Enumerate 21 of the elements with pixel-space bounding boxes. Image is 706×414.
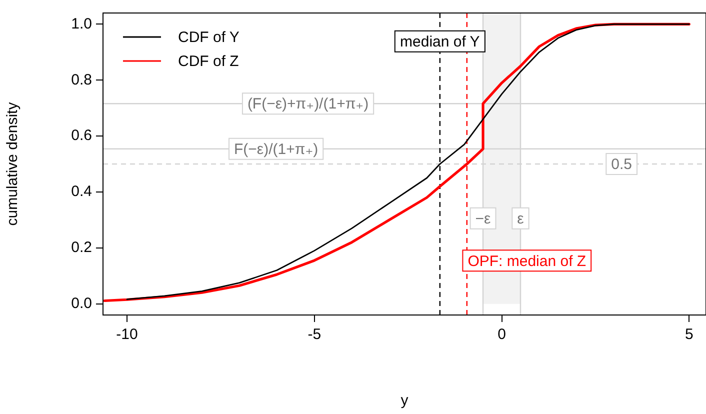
legend-label: CDF of Y <box>178 29 240 46</box>
ref-line-label: F(−ε)/(1+π₊) <box>234 141 318 158</box>
y-tick-label: 1.0 <box>71 15 92 32</box>
y-axis-title: cumulative density <box>4 102 22 226</box>
y-tick-label: 0.6 <box>71 127 92 144</box>
y-tick-label: 0.2 <box>71 239 92 256</box>
x-axis-title: y <box>400 392 409 410</box>
ref-line-label: −ε <box>475 210 492 228</box>
x-tick-label: 0 <box>498 326 506 344</box>
legend-label: CDF of Z <box>178 53 239 70</box>
y-tick-label: 0.0 <box>71 294 92 312</box>
ref-line-label: median of Y <box>400 34 480 51</box>
x-tick-label: -5 <box>308 326 322 344</box>
ref-line-label: ε <box>517 210 524 228</box>
x-tick-label: 5 <box>684 326 694 344</box>
ref-line-label: (F(−ε)+π₊)/(1+π₊) <box>247 96 369 113</box>
ref-line-label: OPF: median of Z <box>468 252 586 270</box>
y-tick-label: 0.4 <box>71 183 92 200</box>
y-tick-label: 0.8 <box>71 71 92 88</box>
ref-line-label: 0.5 <box>611 156 632 174</box>
x-tick-label: -10 <box>116 326 138 344</box>
